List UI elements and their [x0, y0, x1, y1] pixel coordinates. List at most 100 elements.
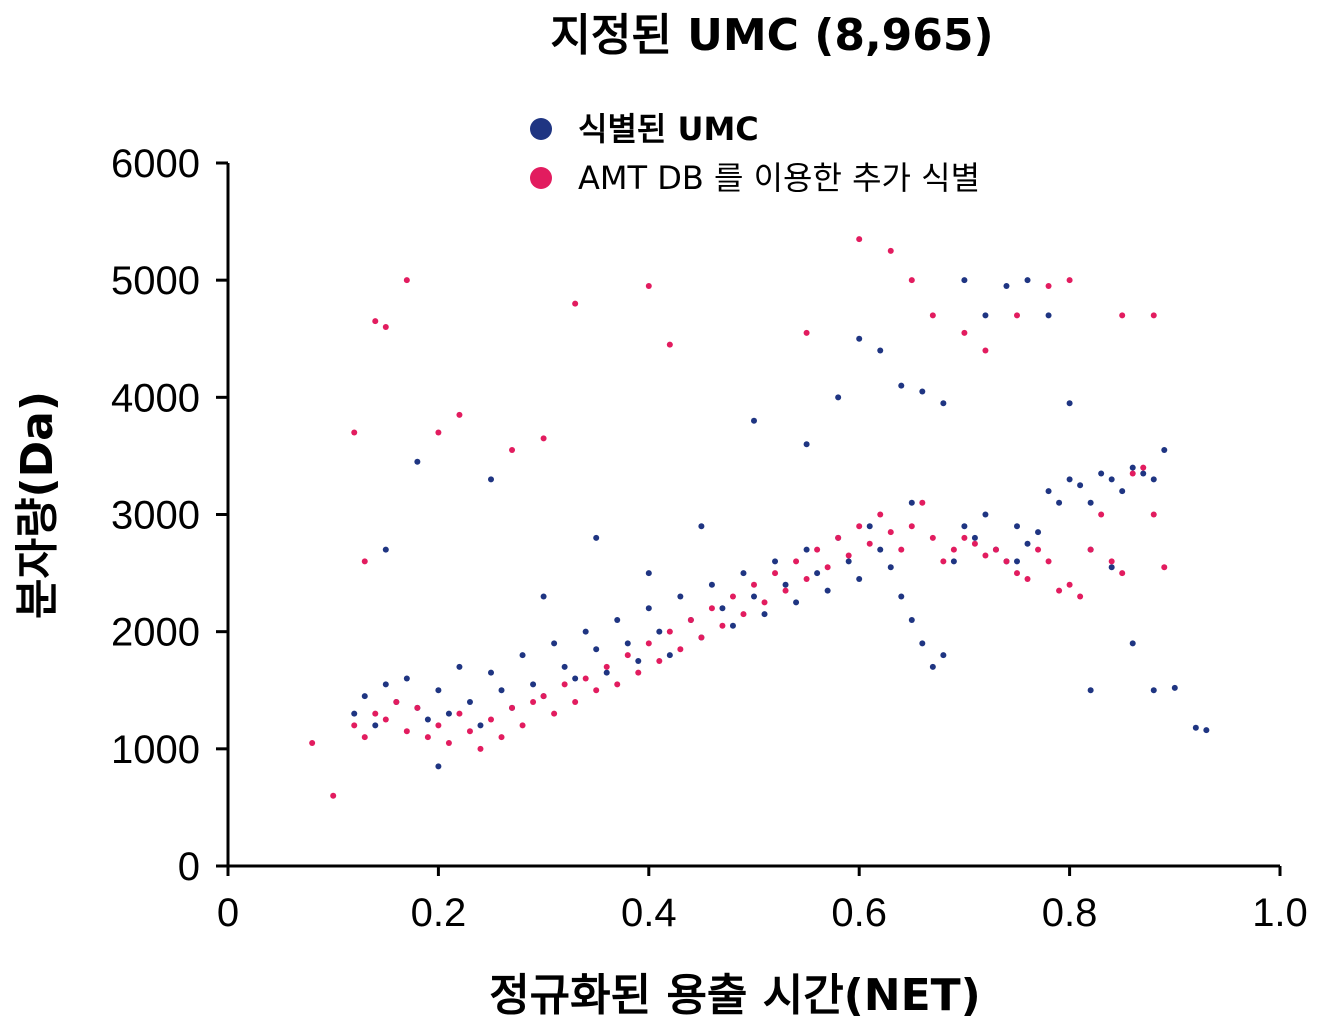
data-point: [540, 593, 547, 600]
data-point: [1108, 558, 1115, 565]
data-point: [551, 710, 558, 717]
data-point: [698, 523, 705, 530]
data-point: [835, 534, 842, 541]
data-point: [456, 663, 463, 670]
data-point: [372, 318, 379, 325]
data-point: [603, 669, 610, 676]
data-point: [1045, 283, 1052, 290]
data-point: [866, 523, 873, 530]
data-point: [782, 587, 789, 594]
data-point: [845, 552, 852, 559]
data-point: [382, 716, 389, 723]
data-point: [635, 657, 642, 664]
data-point: [614, 681, 621, 688]
data-point: [361, 558, 368, 565]
data-point: [719, 605, 726, 612]
data-point: [1045, 312, 1052, 319]
data-point: [877, 511, 884, 518]
data-point: [1077, 482, 1084, 489]
data-point: [498, 687, 505, 694]
data-point: [698, 634, 705, 641]
data-point: [1003, 558, 1010, 565]
data-point: [982, 552, 989, 559]
data-point: [1024, 540, 1031, 547]
data-point: [1066, 581, 1073, 588]
data-point: [1129, 470, 1136, 477]
data-point: [498, 734, 505, 741]
data-point: [982, 511, 989, 518]
data-point: [1066, 277, 1073, 284]
data-point: [1150, 476, 1157, 483]
data-point: [656, 628, 663, 635]
data-point: [519, 722, 526, 729]
data-point: [593, 646, 600, 653]
data-point: [751, 581, 757, 588]
data-point: [435, 429, 442, 436]
data-point: [793, 558, 800, 565]
data-point: [372, 722, 379, 729]
data-point: [530, 698, 537, 705]
data-point: [835, 394, 842, 401]
data-point: [414, 458, 421, 465]
data-point: [887, 247, 894, 254]
data-point: [887, 529, 894, 536]
data-point: [919, 499, 926, 506]
data-point: [803, 575, 810, 582]
data-point: [708, 605, 715, 612]
data-point: [361, 693, 368, 700]
data-point: [488, 476, 494, 483]
data-point: [814, 570, 821, 577]
data-point: [1056, 499, 1063, 506]
data-point: [1045, 558, 1052, 565]
data-point: [645, 570, 652, 577]
data-point: [572, 300, 579, 307]
data-point: [961, 534, 968, 541]
data-point: [403, 728, 410, 735]
data-point: [656, 657, 663, 664]
data-point: [540, 435, 547, 442]
data-point: [572, 675, 579, 682]
data-point: [403, 277, 410, 284]
data-point: [466, 728, 473, 735]
data-point: [445, 710, 452, 717]
y-tick-label: 3000: [111, 494, 200, 538]
legend: 식별된 UMC AMT DB 를 이용한 추가 식별: [530, 110, 980, 197]
data-point: [1129, 464, 1136, 471]
axes: [226, 163, 1280, 868]
data-point: [1108, 476, 1115, 483]
data-point: [624, 652, 631, 659]
data-point: [1014, 558, 1020, 565]
data-point: [929, 663, 936, 670]
data-point: [393, 698, 400, 705]
data-point: [845, 558, 852, 565]
data-point: [729, 593, 736, 600]
data-point: [414, 704, 421, 711]
data-point: [719, 622, 726, 629]
data-point: [382, 324, 389, 331]
data-point: [477, 745, 484, 752]
x-tick-label: 0.6: [831, 891, 887, 935]
data-point: [572, 698, 579, 705]
y-tick-label: 4000: [111, 376, 200, 420]
data-point: [372, 710, 379, 717]
data-point: [1161, 447, 1168, 454]
data-point: [751, 417, 757, 424]
data-point: [908, 523, 915, 530]
legend-label-identified: 식별된 UMC: [578, 110, 759, 148]
y-tick-label: 0: [178, 845, 200, 889]
data-point: [803, 329, 810, 336]
data-point: [751, 593, 757, 600]
data-point: [1119, 312, 1126, 319]
data-point: [1192, 724, 1199, 731]
data-point: [824, 564, 831, 571]
data-point: [1140, 464, 1147, 471]
data-point: [803, 546, 810, 553]
data-point: [351, 710, 358, 717]
data-point: [982, 347, 989, 354]
data-point: [466, 698, 473, 705]
data-point: [908, 499, 915, 506]
data-point: [1003, 283, 1010, 290]
x-tick-label: 0.4: [621, 891, 677, 935]
data-point: [677, 593, 684, 600]
data-point: [351, 429, 358, 436]
